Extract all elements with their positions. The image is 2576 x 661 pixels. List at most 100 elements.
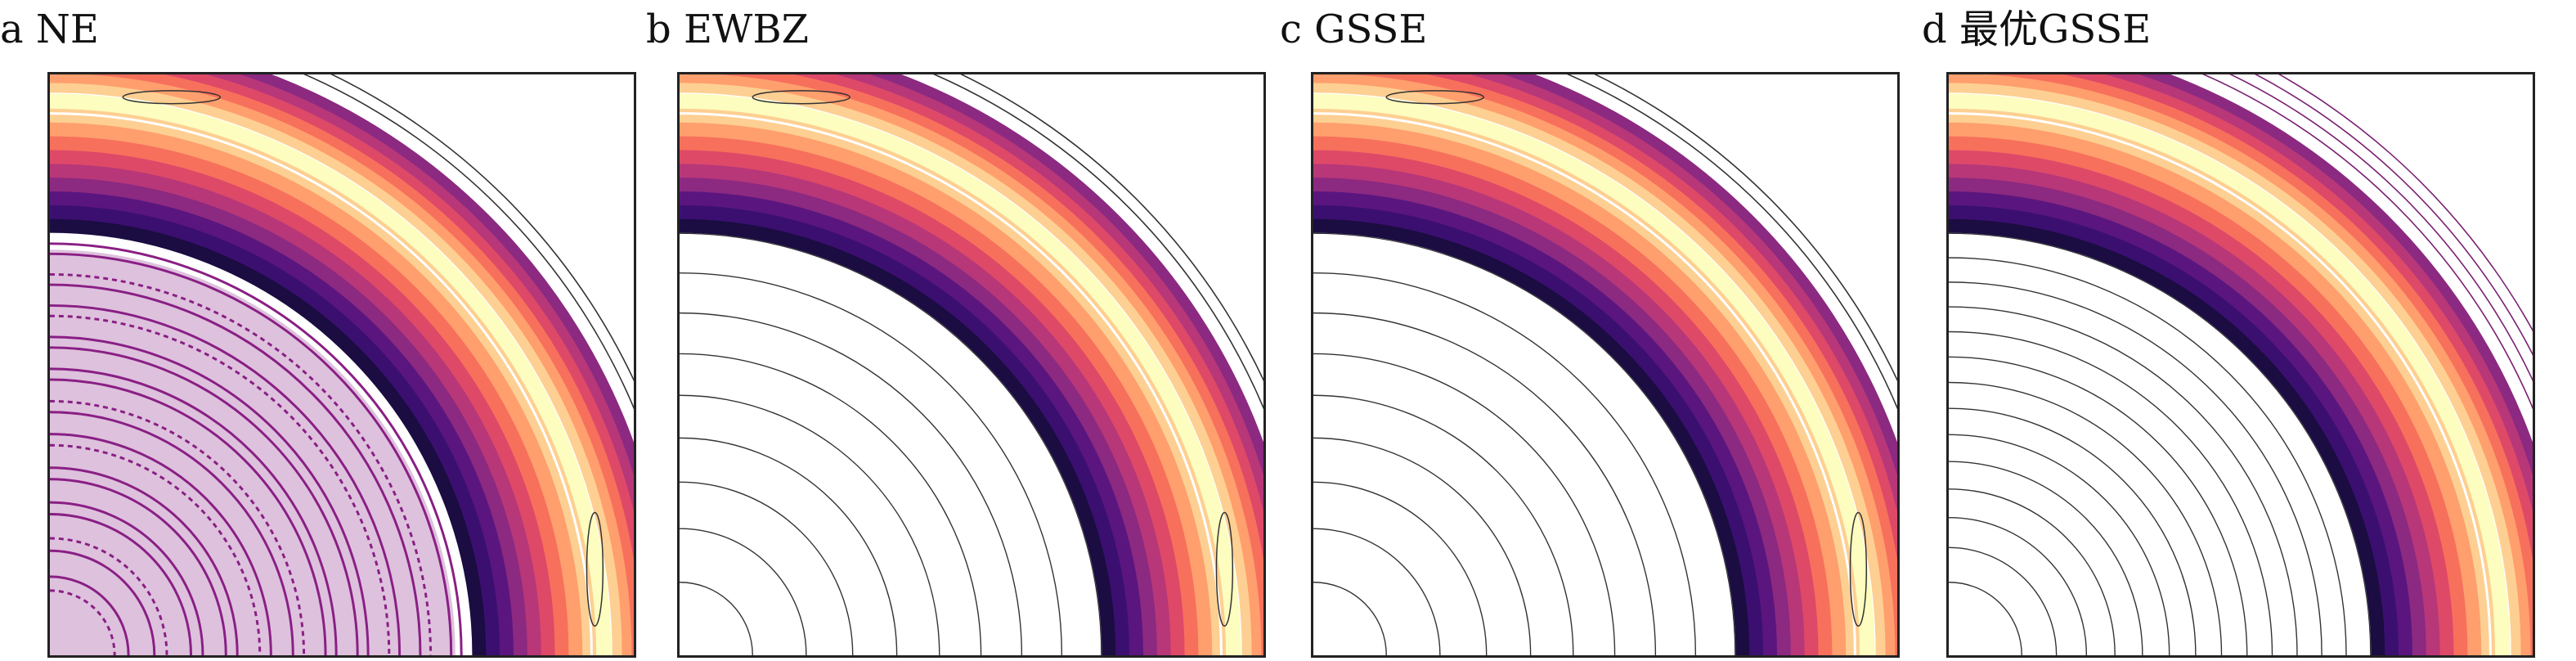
contour-ring <box>1313 232 1736 655</box>
contour-ring <box>1949 407 2197 655</box>
wavefront-band <box>1313 148 1820 655</box>
contour-ring <box>1949 306 2298 655</box>
contour-ring <box>1949 257 2347 655</box>
side-lobe <box>1385 90 1485 105</box>
contour-ring <box>50 399 306 655</box>
contour-ring <box>50 335 370 655</box>
contour-ring <box>50 489 216 655</box>
contour-ring <box>680 582 753 655</box>
wavefront-tail <box>869 74 1263 475</box>
panel-b-wavefield <box>680 74 1263 655</box>
wavefront-band <box>50 218 487 655</box>
wavefront-tail <box>1503 74 1897 475</box>
wavefront-band <box>1949 93 2511 655</box>
outer-contour <box>2278 74 2533 332</box>
panel-d: d 最优GSSE <box>1922 0 2543 661</box>
outer-contour <box>959 74 1263 382</box>
wavefront-tail <box>716 74 1263 655</box>
side-lobe <box>1849 511 1868 627</box>
side-lobe <box>586 511 604 627</box>
contour-ring <box>1949 281 2322 655</box>
panel-b-letter: b <box>646 7 671 52</box>
contour-ring <box>50 283 422 655</box>
wavefront-band <box>680 148 1187 655</box>
panel-a-letter: a <box>0 7 24 52</box>
contour-ring <box>50 252 453 655</box>
wavefront-band <box>680 162 1173 655</box>
contour-ring <box>50 357 348 655</box>
contour-ring <box>50 562 143 655</box>
outer-contour <box>2254 74 2533 356</box>
wavefront-band <box>1949 107 2497 655</box>
wavefront-tail <box>87 74 634 655</box>
contour-ring <box>50 304 402 655</box>
wavefront-band <box>50 176 529 655</box>
panel-c: c GSSE <box>1280 0 1901 661</box>
panel-b-label: b EWBZ <box>646 5 809 54</box>
contour-ring <box>50 242 463 655</box>
contour-ring <box>1313 481 1488 655</box>
wavefront-band <box>50 162 543 655</box>
contour-ring <box>50 346 359 655</box>
wavefront-band <box>1949 190 2414 655</box>
contour-ring <box>680 394 940 655</box>
contour-ring <box>680 232 1102 655</box>
contour-ring <box>1949 546 2058 655</box>
wavefront-highlight <box>680 112 1223 655</box>
panel-a-title: NE <box>35 7 99 52</box>
wavefront-tail <box>1986 74 2533 655</box>
wavefront-tail <box>2138 74 2533 475</box>
wavefront-band <box>1313 135 1833 655</box>
contour-ring <box>680 481 854 655</box>
wavefront-tail <box>1469 74 1897 512</box>
wavefront-tail <box>1949 82 2522 655</box>
panel-d-label: d 最优GSSE <box>1922 5 2151 54</box>
wavefront-tail <box>2062 74 2533 561</box>
wavefront-tail <box>205 74 634 512</box>
contour-ring <box>50 478 227 655</box>
side-lobe <box>752 90 851 105</box>
contour-ring <box>50 549 156 655</box>
wavefront-tail <box>163 74 634 561</box>
wavefront-highlight <box>50 112 593 655</box>
contour-ring <box>50 411 294 655</box>
outer-contour <box>330 74 634 382</box>
panel-a-wavefield <box>50 74 634 655</box>
contour-ring <box>1313 528 1441 655</box>
contour-ring <box>1949 434 2170 655</box>
panel-d-letter: d <box>1922 7 1947 52</box>
contour-ring <box>50 272 433 655</box>
wavefront-band <box>680 93 1241 655</box>
outer-contour <box>2201 74 2533 410</box>
side-lobe <box>1215 511 1234 627</box>
wavefront-band <box>50 121 584 655</box>
contour-ring <box>50 433 272 655</box>
contour-ring <box>50 367 338 655</box>
wavefront-highlight <box>1313 112 1856 655</box>
contour-ring <box>680 312 1023 655</box>
wavefront-band <box>1949 176 2428 655</box>
outer-contour <box>1566 74 1897 410</box>
panel-b: b EWBZ <box>646 0 1268 661</box>
wavefront-highlight <box>1949 112 2492 655</box>
wavefront-tail <box>240 74 634 475</box>
wavefront-tail <box>1949 74 2532 655</box>
contour-ring <box>50 378 327 655</box>
wavefront-band <box>50 135 570 655</box>
wavefront-band <box>1949 162 2442 655</box>
wavefront-band <box>680 218 1117 655</box>
wavefront-band <box>1313 162 1806 655</box>
contour-ring <box>1949 461 2143 655</box>
contour-ring <box>50 294 411 655</box>
wavefront-tail <box>680 74 1263 655</box>
wavefront-band <box>1313 176 1793 655</box>
contour-ring <box>1949 381 2223 655</box>
contour-ring <box>50 605 101 655</box>
panel-c-wavefield <box>1313 74 1897 655</box>
wavefront-tail <box>2104 74 2533 512</box>
panel-a: a NE <box>0 0 636 661</box>
wavefront-tail <box>1426 74 1897 561</box>
wavefront-band <box>680 135 1200 655</box>
wavefront-band <box>1313 204 1765 655</box>
panel-b-title: EWBZ <box>684 7 809 52</box>
